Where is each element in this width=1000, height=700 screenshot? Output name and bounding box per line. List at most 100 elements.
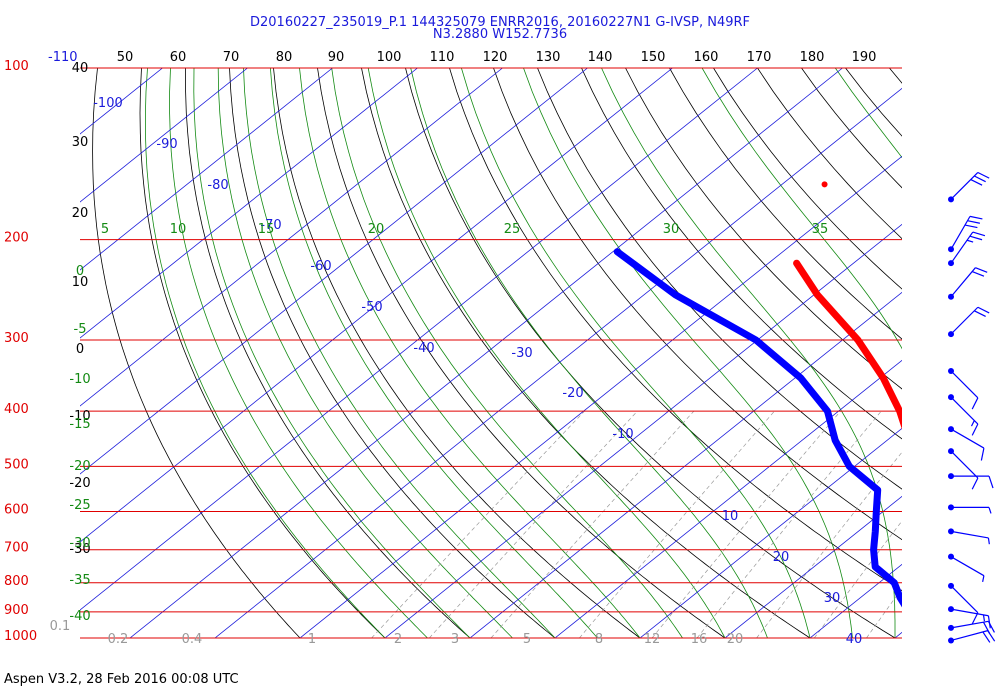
mixing-ratio-label: 0.2 xyxy=(108,632,129,647)
top-temperature-label: 110 xyxy=(430,50,455,65)
dry-adiabat-line xyxy=(185,68,471,638)
mixing-ratio-line xyxy=(651,410,841,638)
wind-barb xyxy=(948,606,991,629)
isotherm-label: -30 xyxy=(511,346,532,361)
moist-adiabat-line xyxy=(331,68,683,638)
left-scale-label: 30 xyxy=(72,135,89,150)
mixing-ratio-line xyxy=(696,410,882,638)
isotherm-line xyxy=(809,563,902,638)
dry-adiabat-line xyxy=(493,68,902,541)
moist-adiabat-line xyxy=(523,68,853,638)
top-temperature-label: 160 xyxy=(694,50,719,65)
pressure-tick-label: 800 xyxy=(4,574,29,589)
isotherm-line xyxy=(80,68,333,271)
dry-adiabat-line xyxy=(317,68,726,638)
moist-adiabat-line xyxy=(701,68,902,350)
dry-adiabat-line xyxy=(581,68,902,440)
left-scale-label: 0 xyxy=(76,342,84,357)
mixing-ratio-label: 8 xyxy=(595,632,603,647)
top-temperature-label: 190 xyxy=(852,50,877,65)
moist-adiabat-label: 5 xyxy=(101,222,109,237)
isotherms xyxy=(80,68,902,638)
pressure-tick-label: 500 xyxy=(4,457,29,472)
pressure-tick-label: 200 xyxy=(4,231,29,246)
wind-barb xyxy=(948,306,990,338)
top-temperature-label: 70 xyxy=(223,50,240,65)
isotherm-line xyxy=(894,631,902,638)
top-temperature-label: 60 xyxy=(170,50,187,65)
mixing-ratio-label: 0.1 xyxy=(50,619,71,634)
moist-adiabat-label: 20 xyxy=(368,222,385,237)
wind-barb xyxy=(948,504,992,514)
moist-adiabat-line xyxy=(299,68,641,638)
mixing-ratio-label: 5 xyxy=(523,632,531,647)
moist-adiabat-label: -5 xyxy=(74,322,87,337)
left-scale-label: 20 xyxy=(72,206,89,221)
pressure-tick-label: 700 xyxy=(4,541,29,556)
isotherm-label: -60 xyxy=(310,259,331,274)
dry-adiabat-line xyxy=(977,68,1000,638)
wind-barb xyxy=(948,553,985,582)
chart-title: D20160227_235019_P.1 144325079 ENRR2016,… xyxy=(0,15,1000,41)
isotherm-line xyxy=(80,68,758,611)
isotherm-line xyxy=(80,68,673,543)
title-line-1: D20160227_235019_P.1 144325079 ENRR2016,… xyxy=(250,15,750,30)
dry-adiabat-line xyxy=(625,68,902,390)
isotherm-line xyxy=(724,495,902,638)
dewpoint-profile-line xyxy=(613,248,902,608)
moist-adiabat-line xyxy=(410,68,768,638)
mixing-ratio-label: 20 xyxy=(727,632,744,647)
mixing-ratio-line xyxy=(579,410,775,638)
mixing-ratio-label: 3 xyxy=(451,632,459,647)
dry-adiabat-line xyxy=(933,68,1000,638)
dry-adiabat-line xyxy=(889,68,902,84)
top-temperature-label: 50 xyxy=(117,50,134,65)
top-temperature-label: 170 xyxy=(747,50,772,65)
isotherm-line xyxy=(384,223,902,638)
isotherm-label: -50 xyxy=(361,300,382,315)
mixing-ratio-line xyxy=(490,410,695,638)
moist-adiabat-line xyxy=(270,68,598,638)
dry-adiabat-line xyxy=(92,68,301,638)
moist-adiabat-label: 15 xyxy=(258,222,275,237)
isotherm-label: -10 xyxy=(612,427,633,442)
wind-barbs xyxy=(948,171,996,644)
moist-adiabat-label: -35 xyxy=(69,573,90,588)
isotherm-line xyxy=(639,427,902,638)
isotherm-label: 30 xyxy=(824,591,841,606)
top-temperature-label: 130 xyxy=(536,50,561,65)
pressure-tick-label: 600 xyxy=(4,503,29,518)
left-scale-label: -30 xyxy=(69,542,90,557)
pressure-tick-label: 1000 xyxy=(4,629,37,644)
moist-adiabat-line xyxy=(193,68,471,638)
mixing-ratio-label: 1 xyxy=(308,632,316,647)
isotherm-label: 10 xyxy=(722,509,739,524)
dry-adiabat-line xyxy=(757,68,902,240)
isotherm-label: -20 xyxy=(562,386,583,401)
isotherm-line xyxy=(80,68,588,475)
pressure-lines xyxy=(80,67,902,639)
isotherm-label: -80 xyxy=(207,178,228,193)
dry-adiabat-line xyxy=(449,68,902,592)
top-temperature-label: 80 xyxy=(276,50,293,65)
moist-adiabat-label: 30 xyxy=(663,222,680,237)
moist-adiabat-line xyxy=(461,68,811,638)
isotherm-label: 20 xyxy=(773,550,790,565)
mixing-ratio-line xyxy=(905,411,1000,638)
moist-adiabat-line xyxy=(243,68,556,638)
isotherm-label: -40 xyxy=(413,341,434,356)
moist-adiabat-label: -10 xyxy=(69,372,90,387)
isotherm-label: -100 xyxy=(93,96,123,111)
moist-adiabat-line xyxy=(367,68,726,638)
isotherm-line xyxy=(299,155,902,638)
mixing-ratio-label: 12 xyxy=(644,632,661,647)
left-scale-label: 10 xyxy=(72,275,89,290)
isotherm-label: -70 xyxy=(260,218,281,233)
wind-barb xyxy=(948,367,979,410)
isotherm-line xyxy=(80,68,503,407)
wind-barb xyxy=(948,394,979,436)
isotherm-line xyxy=(469,291,902,638)
mixing-ratio-line xyxy=(429,410,638,638)
isotherm-line xyxy=(80,68,248,203)
